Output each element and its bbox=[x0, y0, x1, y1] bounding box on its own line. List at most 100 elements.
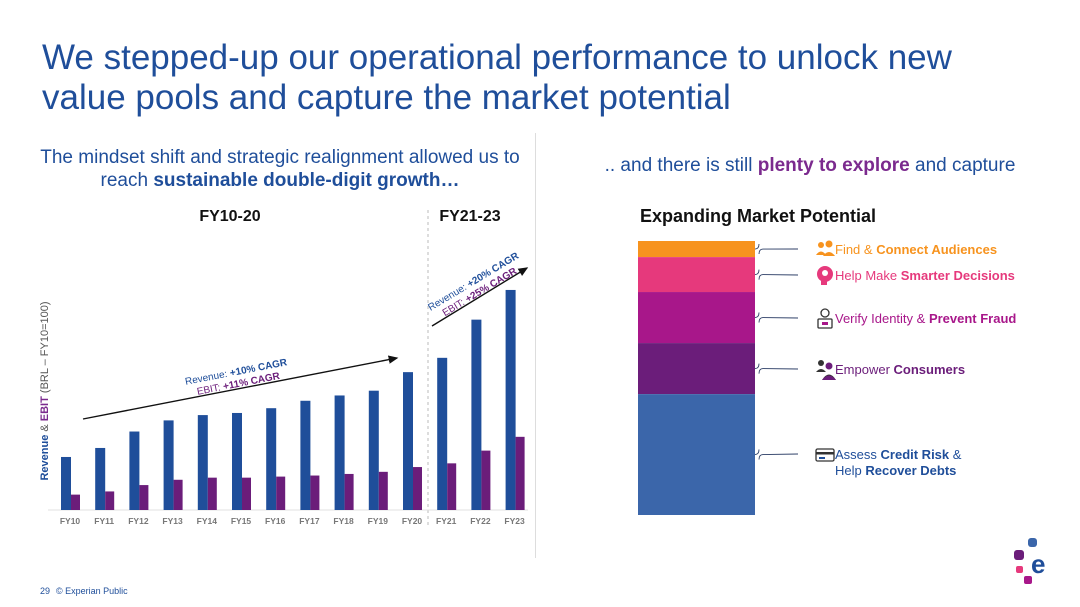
legend-label: Help Make Smarter Decisions bbox=[835, 268, 1015, 283]
revenue-bar-fy19 bbox=[368, 390, 379, 510]
ebit-bar-fy11 bbox=[105, 491, 115, 510]
consumers-icon bbox=[816, 360, 836, 380]
legend-bold: Credit Risk bbox=[881, 447, 950, 462]
right-subtitle-pre: .. and there is still bbox=[604, 155, 758, 176]
period-label-fy10-20: FY10-20 bbox=[199, 208, 261, 225]
logo-square-pink bbox=[1016, 566, 1023, 573]
revenue-bar-fy14 bbox=[197, 415, 208, 510]
connector-line bbox=[754, 449, 799, 460]
left-subtitle: The mindset shift and strategic realignm… bbox=[30, 146, 530, 192]
brain-icon bbox=[817, 266, 833, 285]
legend-pre: Find & bbox=[835, 242, 876, 257]
x-tick-label: FY15 bbox=[231, 516, 252, 526]
market-chart-title: Expanding Market Potential bbox=[640, 206, 877, 226]
right-subtitle: .. and there is still plenty to explore … bbox=[570, 154, 1050, 177]
connector-line bbox=[754, 312, 799, 323]
legend-line2-bold: Recover Debts bbox=[865, 463, 956, 478]
segment-5 bbox=[638, 394, 755, 515]
right-subtitle-bold: plenty to explore bbox=[757, 155, 910, 176]
x-tick-label: FY14 bbox=[197, 516, 218, 526]
logo-square-blue bbox=[1028, 538, 1037, 547]
revenue-bar-fy13 bbox=[163, 420, 174, 510]
connector-line bbox=[754, 363, 799, 374]
ebit-bar-fy13 bbox=[173, 479, 183, 510]
revenue-bar-fy18 bbox=[334, 395, 345, 510]
ebit-bar-fy18 bbox=[344, 473, 354, 510]
segment-1 bbox=[638, 241, 755, 258]
revenue-bar-fy12 bbox=[129, 431, 140, 510]
ebit-bar-fy15 bbox=[242, 477, 251, 510]
legend-pre: Empower bbox=[835, 362, 894, 377]
ebit-bar-fy10 bbox=[71, 494, 80, 510]
ebit-bar-fy20 bbox=[413, 467, 422, 510]
ebit-bar-fy21 bbox=[447, 463, 457, 510]
footer: 29 © Experian Public bbox=[40, 586, 134, 596]
ebit-bar-fy14 bbox=[207, 477, 217, 510]
legend-pre: Assess bbox=[835, 447, 881, 462]
connector-line bbox=[754, 269, 799, 280]
legend-bold: Connect Audiences bbox=[876, 242, 997, 257]
left-subtitle-bold: sustainable double-digit growth… bbox=[153, 170, 460, 191]
market-potential-chart: Find & Connect Audiences Help Make Smarte… bbox=[638, 240, 1016, 515]
legend-bold: Smarter Decisions bbox=[901, 268, 1015, 283]
ebit-bar-fy12 bbox=[139, 485, 149, 510]
connector-line bbox=[754, 244, 799, 255]
x-tick-label: FY17 bbox=[299, 516, 320, 526]
legend-pre: Verify Identity & bbox=[835, 311, 929, 326]
revenue-bar-fy16 bbox=[266, 408, 277, 510]
logo-square-magenta bbox=[1024, 576, 1032, 584]
legend-label: Assess Credit Risk & bbox=[835, 447, 962, 462]
right-subtitle-post: and capture bbox=[909, 155, 1016, 176]
credit-card-icon bbox=[815, 448, 835, 462]
legend-bold: Prevent Fraud bbox=[929, 311, 1016, 326]
segment-3 bbox=[638, 292, 755, 344]
revenue-bar-fy20 bbox=[403, 372, 413, 510]
x-tick-label: FY18 bbox=[333, 516, 354, 526]
segment-2 bbox=[638, 257, 755, 293]
revenue-bar-fy23 bbox=[505, 289, 516, 510]
revenue-bar-fy11 bbox=[95, 447, 106, 510]
column-divider bbox=[535, 133, 536, 558]
x-tick-label: FY22 bbox=[470, 516, 491, 526]
revenue-bar-fy15 bbox=[232, 412, 242, 510]
people-icon bbox=[816, 240, 835, 256]
revenue-bar-fy17 bbox=[300, 400, 311, 510]
revenue-bar-fy21 bbox=[437, 357, 448, 510]
legend-bold: Consumers bbox=[894, 362, 966, 377]
legend-line2-pre: Help bbox=[835, 463, 865, 478]
ebit-bar-fy23 bbox=[515, 436, 525, 510]
x-tick-label: FY19 bbox=[368, 516, 389, 526]
cagr-annotation-fy10-20: Revenue: +10% CAGR EBIT: +11% CAGR bbox=[184, 357, 289, 398]
legend-label: Empower Consumers bbox=[835, 362, 965, 377]
page-number: 29 bbox=[40, 586, 51, 596]
x-tick-label: FY20 bbox=[402, 516, 423, 526]
legend-label-line2: Help Recover Debts bbox=[835, 463, 956, 478]
legend-pre: Help Make bbox=[835, 268, 901, 283]
slide-title: We stepped-up our operational performanc… bbox=[42, 38, 952, 117]
x-tick-label: FY12 bbox=[128, 516, 149, 526]
x-tick-label: FY11 bbox=[94, 516, 114, 526]
cagr-ebit-label: EBIT: bbox=[196, 382, 224, 398]
legend-label: Find & Connect Audiences bbox=[835, 242, 997, 257]
ebit-bar-fy17 bbox=[310, 475, 320, 510]
ebit-bar-fy19 bbox=[378, 471, 388, 510]
growth-bar-chart: FY10 FY11 FY12 FY13 FY14 FY15 FY16 FY17 FY18 FY19… bbox=[48, 210, 529, 526]
revenue-bar-fy22 bbox=[471, 319, 482, 510]
ebit-bar-fy16 bbox=[276, 476, 286, 510]
trend-arrow-fy10-20 bbox=[82, 355, 399, 420]
period-label-fy21-23: FY21-23 bbox=[439, 208, 501, 225]
logo-letter: e bbox=[1031, 549, 1045, 579]
x-tick-label: FY13 bbox=[162, 516, 183, 526]
x-tick-label: FY10 bbox=[60, 516, 81, 526]
trend-arrow-fy21-23 bbox=[431, 267, 529, 327]
x-tick-label: FY23 bbox=[504, 516, 525, 526]
left-subtitle-text: The mindset shift and strategic realignm… bbox=[40, 147, 520, 191]
ebit-bar-fy22 bbox=[481, 450, 491, 510]
footer-classification: © Experian Public bbox=[56, 586, 128, 596]
person-laptop-icon bbox=[817, 308, 833, 329]
legend-post: & bbox=[949, 447, 962, 462]
revenue-bar-fy10 bbox=[61, 456, 71, 510]
experian-logo: e bbox=[1010, 536, 1058, 593]
x-tick-label: FY21 bbox=[436, 516, 457, 526]
segment-4 bbox=[638, 343, 755, 395]
